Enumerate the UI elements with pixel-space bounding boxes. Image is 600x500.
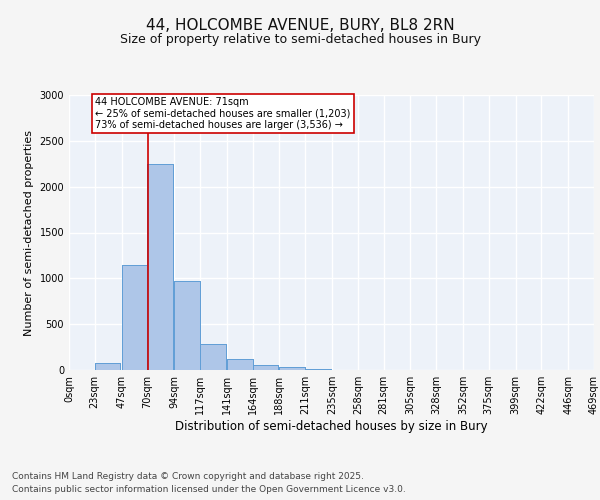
Bar bbox=[200, 344, 226, 370]
Text: Contains public sector information licensed under the Open Government Licence v3: Contains public sector information licen… bbox=[12, 485, 406, 494]
Bar bbox=[280, 367, 305, 370]
Bar bbox=[200, 344, 226, 370]
Text: 44, HOLCOMBE AVENUE, BURY, BL8 2RN: 44, HOLCOMBE AVENUE, BURY, BL8 2RN bbox=[146, 18, 454, 32]
Bar bbox=[174, 280, 200, 370]
Text: 44 HOLCOMBE AVENUE: 71sqm
← 25% of semi-detached houses are smaller (1,203)
73% : 44 HOLCOMBE AVENUE: 71sqm ← 25% of semi-… bbox=[95, 97, 350, 130]
Bar bbox=[305, 368, 331, 370]
X-axis label: Distribution of semi-detached houses by size in Bury: Distribution of semi-detached houses by … bbox=[175, 420, 488, 433]
Bar bbox=[227, 360, 253, 370]
Bar bbox=[122, 264, 148, 370]
Bar bbox=[227, 360, 253, 370]
Bar bbox=[122, 264, 148, 370]
Text: Size of property relative to semi-detached houses in Bury: Size of property relative to semi-detach… bbox=[119, 32, 481, 46]
Bar bbox=[305, 368, 331, 370]
Text: Contains HM Land Registry data © Crown copyright and database right 2025.: Contains HM Land Registry data © Crown c… bbox=[12, 472, 364, 481]
Bar bbox=[148, 164, 173, 370]
Bar bbox=[95, 363, 121, 370]
Bar bbox=[174, 280, 200, 370]
Bar bbox=[280, 367, 305, 370]
Bar bbox=[253, 366, 278, 370]
Bar bbox=[148, 164, 173, 370]
Bar bbox=[95, 363, 121, 370]
Bar bbox=[253, 366, 278, 370]
Y-axis label: Number of semi-detached properties: Number of semi-detached properties bbox=[24, 130, 34, 336]
